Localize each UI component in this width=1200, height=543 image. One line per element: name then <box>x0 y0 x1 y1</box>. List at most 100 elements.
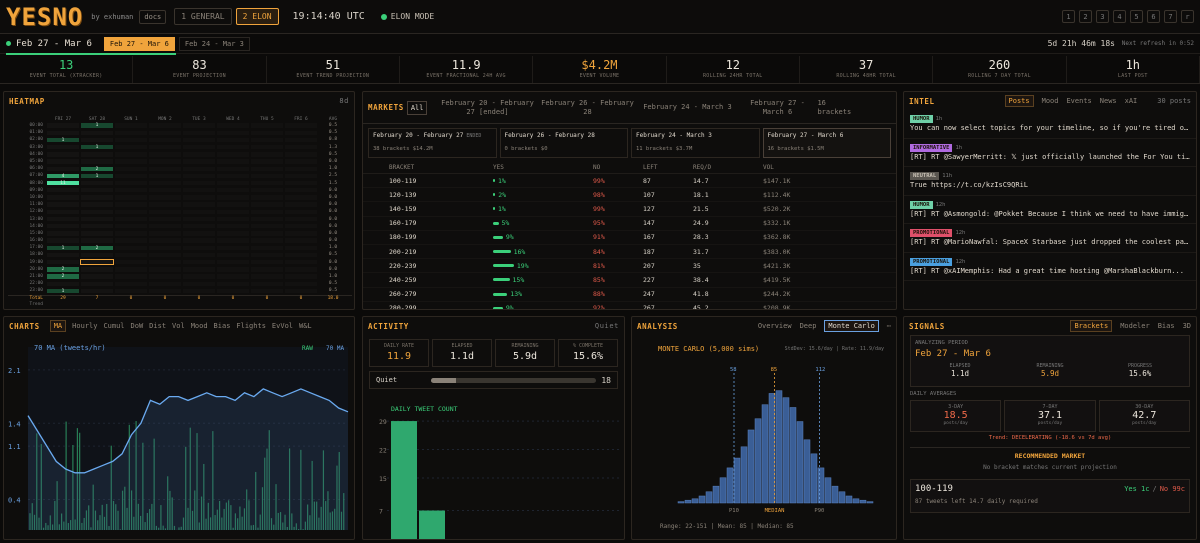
intel-tab-events[interactable]: Events <box>1066 97 1092 105</box>
heatmap-cell[interactable] <box>182 158 216 165</box>
analysis-tab-deep[interactable]: Deep <box>799 322 817 330</box>
heatmap-cell[interactable] <box>250 151 284 158</box>
heatmap-cell[interactable] <box>114 129 148 136</box>
heatmap-cell[interactable] <box>114 122 148 129</box>
heatmap-cell[interactable] <box>284 237 318 244</box>
market-row[interactable]: 120-139 2% 98% 107 18.1 $112.4K <box>363 188 896 203</box>
period-tab-other[interactable]: Feb 24 - Mar 3 <box>178 36 250 51</box>
heatmap-cell[interactable] <box>114 266 148 273</box>
heatmap-cell[interactable] <box>250 187 284 194</box>
heatmap-cell[interactable] <box>114 143 148 151</box>
heatmap-cell[interactable] <box>114 151 148 158</box>
heatmap-cell[interactable] <box>216 230 250 237</box>
post[interactable]: HUMOR 1h You can now select topics for you… <box>904 110 1196 139</box>
heatmap-cell[interactable] <box>148 280 182 287</box>
market-row[interactable]: 280-299 9% 92% 267 45.2 $208.9K <box>363 302 896 309</box>
chart-tab[interactable]: Vol <box>172 322 185 330</box>
heatmap-cell[interactable] <box>250 129 284 136</box>
heatmap-cell[interactable] <box>114 273 148 280</box>
heatmap-cell[interactable]: 4 <box>46 172 80 180</box>
heatmap-cell[interactable] <box>114 230 148 237</box>
chart-tab[interactable]: Flights <box>236 322 266 330</box>
heatmap-cell[interactable] <box>216 172 250 180</box>
heatmap-cell[interactable] <box>114 179 148 187</box>
heatmap-cell[interactable] <box>182 237 216 244</box>
heatmap-cell[interactable] <box>182 122 216 129</box>
heatmap-cell[interactable] <box>284 158 318 165</box>
heatmap-cell[interactable] <box>250 179 284 187</box>
heatmap-cell[interactable] <box>250 208 284 216</box>
markets-tab[interactable]: February 24 - March 3 <box>643 103 732 111</box>
heatmap-cell[interactable] <box>46 129 80 136</box>
heatmap-cell[interactable] <box>80 230 114 237</box>
heatmap-cell[interactable] <box>114 158 148 165</box>
heatmap-cell[interactable] <box>216 287 250 295</box>
heatmap-cell[interactable] <box>250 258 284 266</box>
heatmap-cell[interactable] <box>114 187 148 194</box>
heatmap-cell[interactable] <box>182 223 216 230</box>
intel-tab-news[interactable]: News <box>1099 97 1117 105</box>
docs-link[interactable]: docs <box>139 9 167 24</box>
analysis-tab-overview[interactable]: Overview <box>757 322 792 330</box>
heatmap-cell[interactable] <box>182 266 216 273</box>
heatmap-cell[interactable] <box>46 215 80 223</box>
hotkey[interactable]: 4 <box>1113 10 1126 23</box>
market-row[interactable]: 160-179 5% 95% 147 24.9 $332.1K <box>363 217 896 231</box>
hotkey[interactable]: 3 <box>1096 10 1109 23</box>
heatmap-cell[interactable] <box>284 165 318 172</box>
heatmap-cell[interactable] <box>284 201 318 208</box>
heatmap-cell[interactable] <box>216 223 250 230</box>
period-tab-current[interactable]: Feb 27 - Mar 6 <box>103 36 175 51</box>
hotkey[interactable]: r <box>1181 10 1194 23</box>
heatmap-cell[interactable] <box>114 201 148 208</box>
heatmap-cell[interactable] <box>216 151 250 158</box>
heatmap-cell[interactable] <box>182 194 216 201</box>
market-row[interactable]: 260-279 13% 88% 247 41.8 $244.2K <box>363 288 896 302</box>
heatmap-cell[interactable]: 2 <box>80 165 114 172</box>
post[interactable]: PROMOTIONAL 12h [RT] RT @xAIMemphis: Had a… <box>904 253 1196 281</box>
heatmap-cell[interactable] <box>250 158 284 165</box>
heatmap-cell[interactable] <box>80 208 114 216</box>
heatmap-cell[interactable] <box>216 251 250 259</box>
heatmap-cell[interactable] <box>216 201 250 208</box>
heatmap-cell[interactable] <box>216 280 250 287</box>
hotkey[interactable]: 2 <box>1079 10 1092 23</box>
heatmap-cell[interactable] <box>216 194 250 201</box>
intel-tab-posts[interactable]: Posts <box>1004 95 1034 107</box>
markets-tab-all[interactable]: All <box>406 100 428 115</box>
heatmap-cell[interactable] <box>284 143 318 151</box>
market-card[interactable]: February 27 - March 6 16 brackets $1.5M <box>762 128 891 158</box>
heatmap-cell[interactable] <box>46 280 80 287</box>
heatmap-cell[interactable] <box>182 244 216 251</box>
heatmap-cell[interactable] <box>148 266 182 273</box>
heatmap-cell[interactable] <box>284 230 318 237</box>
heatmap-cell[interactable] <box>148 237 182 244</box>
heatmap-cell[interactable] <box>216 237 250 244</box>
heatmap-cell[interactable] <box>80 223 114 230</box>
heatmap-cell[interactable] <box>284 136 318 144</box>
nav-elon[interactable]: 2 ELON <box>235 8 279 25</box>
heatmap-cell[interactable] <box>46 208 80 216</box>
chart-tab[interactable]: Bias <box>213 322 231 330</box>
heatmap-cell[interactable] <box>182 129 216 136</box>
heatmap-cell[interactable] <box>284 129 318 136</box>
heatmap-cell[interactable] <box>148 143 182 151</box>
heatmap-cell[interactable] <box>216 258 250 266</box>
heatmap-cell[interactable]: 1 <box>46 287 80 295</box>
chart-tab[interactable]: Dist <box>149 322 167 330</box>
heatmap-cell[interactable] <box>284 223 318 230</box>
heatmap-cell[interactable] <box>114 215 148 223</box>
chart-tab[interactable]: DoW <box>130 322 144 330</box>
heatmap-cell[interactable] <box>250 280 284 287</box>
heatmap-cell[interactable] <box>216 129 250 136</box>
hotkey[interactable]: 7 <box>1164 10 1177 23</box>
chart-tab[interactable]: Cumul <box>103 322 125 330</box>
heatmap-cell[interactable]: 1 <box>46 244 80 251</box>
heatmap-cell[interactable] <box>80 151 114 158</box>
heatmap-cell[interactable] <box>80 273 114 280</box>
heatmap-cell[interactable] <box>80 280 114 287</box>
market-card[interactable]: February 26 - February 28 0 brackets $0 <box>499 128 628 158</box>
heatmap-cell[interactable] <box>148 215 182 223</box>
heatmap-cell[interactable] <box>250 273 284 280</box>
heatmap-cell[interactable] <box>250 230 284 237</box>
